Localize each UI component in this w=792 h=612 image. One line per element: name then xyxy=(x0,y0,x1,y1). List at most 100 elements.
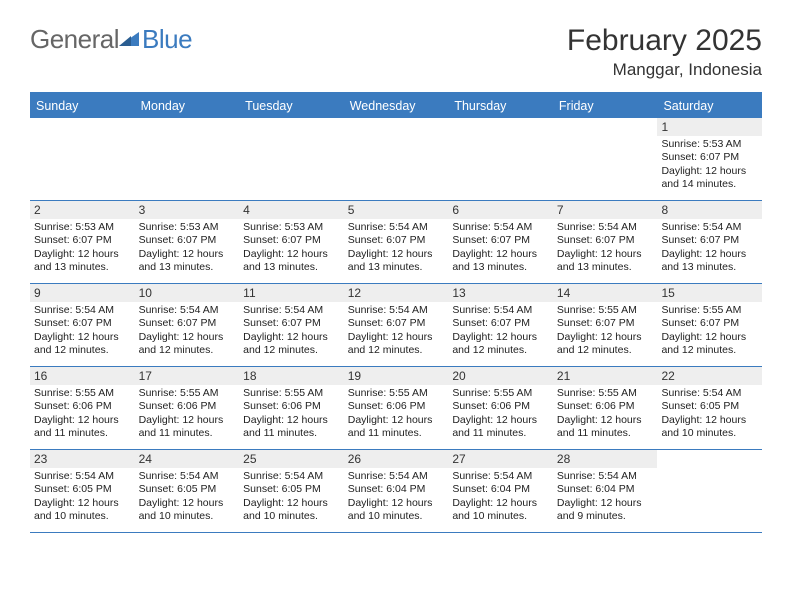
sunrise-text: Sunrise: 5:53 AM xyxy=(139,221,236,234)
sunrise-text: Sunrise: 5:54 AM xyxy=(243,304,340,317)
calendar-day: 22Sunrise: 5:54 AMSunset: 6:05 PMDayligh… xyxy=(657,367,762,449)
sunset-text: Sunset: 6:07 PM xyxy=(139,234,236,247)
calendar-day: 3Sunrise: 5:53 AMSunset: 6:07 PMDaylight… xyxy=(135,201,240,283)
daylight-text: Daylight: 12 hours and 10 minutes. xyxy=(34,497,131,524)
sunset-text: Sunset: 6:05 PM xyxy=(243,483,340,496)
day-number: 8 xyxy=(657,201,762,219)
day-of-week-header: Sunday Monday Tuesday Wednesday Thursday… xyxy=(30,94,762,118)
day-number: 2 xyxy=(30,201,135,219)
calendar-day: 11Sunrise: 5:54 AMSunset: 6:07 PMDayligh… xyxy=(239,284,344,366)
daylight-text: Daylight: 12 hours and 11 minutes. xyxy=(139,414,236,441)
daylight-text: Daylight: 12 hours and 11 minutes. xyxy=(348,414,445,441)
dow-monday: Monday xyxy=(135,94,240,118)
daylight-text: Daylight: 12 hours and 13 minutes. xyxy=(348,248,445,275)
day-number: 9 xyxy=(30,284,135,302)
calendar-day: 15Sunrise: 5:55 AMSunset: 6:07 PMDayligh… xyxy=(657,284,762,366)
daylight-text: Daylight: 12 hours and 11 minutes. xyxy=(34,414,131,441)
sunset-text: Sunset: 6:07 PM xyxy=(34,317,131,330)
calendar-day: 23Sunrise: 5:54 AMSunset: 6:05 PMDayligh… xyxy=(30,450,135,532)
day-number: 24 xyxy=(135,450,240,468)
day-number: 26 xyxy=(344,450,449,468)
sunset-text: Sunset: 6:05 PM xyxy=(661,400,758,413)
logo-text-blue: Blue xyxy=(142,24,192,55)
day-details: Sunrise: 5:54 AMSunset: 6:04 PMDaylight:… xyxy=(553,468,658,528)
month-title: February 2025 xyxy=(567,24,762,58)
day-number: 28 xyxy=(553,450,658,468)
day-number: 4 xyxy=(239,201,344,219)
day-number: 14 xyxy=(553,284,658,302)
sunset-text: Sunset: 6:06 PM xyxy=(243,400,340,413)
sunset-text: Sunset: 6:06 PM xyxy=(139,400,236,413)
sunrise-text: Sunrise: 5:54 AM xyxy=(348,304,445,317)
sunrise-text: Sunrise: 5:54 AM xyxy=(348,470,445,483)
daylight-text: Daylight: 12 hours and 12 minutes. xyxy=(243,331,340,358)
calendar-day: 10Sunrise: 5:54 AMSunset: 6:07 PMDayligh… xyxy=(135,284,240,366)
sunrise-text: Sunrise: 5:54 AM xyxy=(452,470,549,483)
calendar-day: 19Sunrise: 5:55 AMSunset: 6:06 PMDayligh… xyxy=(344,367,449,449)
sunrise-text: Sunrise: 5:55 AM xyxy=(139,387,236,400)
calendar-day xyxy=(135,118,240,200)
day-details: Sunrise: 5:53 AMSunset: 6:07 PMDaylight:… xyxy=(30,219,135,279)
daylight-text: Daylight: 12 hours and 11 minutes. xyxy=(557,414,654,441)
dow-tuesday: Tuesday xyxy=(239,94,344,118)
sunset-text: Sunset: 6:07 PM xyxy=(452,234,549,247)
sunset-text: Sunset: 6:07 PM xyxy=(348,317,445,330)
calendar-day: 9Sunrise: 5:54 AMSunset: 6:07 PMDaylight… xyxy=(30,284,135,366)
day-details: Sunrise: 5:55 AMSunset: 6:06 PMDaylight:… xyxy=(344,385,449,445)
day-details: Sunrise: 5:54 AMSunset: 6:07 PMDaylight:… xyxy=(135,302,240,362)
sunrise-text: Sunrise: 5:54 AM xyxy=(348,221,445,234)
daylight-text: Daylight: 12 hours and 10 minutes. xyxy=(348,497,445,524)
day-details: Sunrise: 5:53 AMSunset: 6:07 PMDaylight:… xyxy=(239,219,344,279)
calendar-day: 6Sunrise: 5:54 AMSunset: 6:07 PMDaylight… xyxy=(448,201,553,283)
day-number: 11 xyxy=(239,284,344,302)
calendar-day: 20Sunrise: 5:55 AMSunset: 6:06 PMDayligh… xyxy=(448,367,553,449)
day-number: 5 xyxy=(344,201,449,219)
day-number: 19 xyxy=(344,367,449,385)
daylight-text: Daylight: 12 hours and 10 minutes. xyxy=(243,497,340,524)
sunrise-text: Sunrise: 5:53 AM xyxy=(243,221,340,234)
sunset-text: Sunset: 6:07 PM xyxy=(243,234,340,247)
sunrise-text: Sunrise: 5:55 AM xyxy=(243,387,340,400)
day-details: Sunrise: 5:54 AMSunset: 6:05 PMDaylight:… xyxy=(239,468,344,528)
day-number: 10 xyxy=(135,284,240,302)
sunset-text: Sunset: 6:07 PM xyxy=(661,317,758,330)
location-label: Manggar, Indonesia xyxy=(567,60,762,80)
daylight-text: Daylight: 12 hours and 10 minutes. xyxy=(661,414,758,441)
calendar-day xyxy=(553,118,658,200)
daylight-text: Daylight: 12 hours and 13 minutes. xyxy=(661,248,758,275)
daylight-text: Daylight: 12 hours and 13 minutes. xyxy=(34,248,131,275)
calendar-day: 18Sunrise: 5:55 AMSunset: 6:06 PMDayligh… xyxy=(239,367,344,449)
day-number: 18 xyxy=(239,367,344,385)
calendar-day: 2Sunrise: 5:53 AMSunset: 6:07 PMDaylight… xyxy=(30,201,135,283)
day-details: Sunrise: 5:55 AMSunset: 6:06 PMDaylight:… xyxy=(553,385,658,445)
calendar-day: 4Sunrise: 5:53 AMSunset: 6:07 PMDaylight… xyxy=(239,201,344,283)
daylight-text: Daylight: 12 hours and 13 minutes. xyxy=(139,248,236,275)
calendar-day: 28Sunrise: 5:54 AMSunset: 6:04 PMDayligh… xyxy=(553,450,658,532)
daylight-text: Daylight: 12 hours and 12 minutes. xyxy=(34,331,131,358)
day-details: Sunrise: 5:54 AMSunset: 6:07 PMDaylight:… xyxy=(30,302,135,362)
sunrise-text: Sunrise: 5:55 AM xyxy=(34,387,131,400)
dow-saturday: Saturday xyxy=(657,94,762,118)
day-number: 17 xyxy=(135,367,240,385)
sunrise-text: Sunrise: 5:54 AM xyxy=(661,221,758,234)
day-details: Sunrise: 5:54 AMSunset: 6:05 PMDaylight:… xyxy=(30,468,135,528)
calendar-day: 27Sunrise: 5:54 AMSunset: 6:04 PMDayligh… xyxy=(448,450,553,532)
day-details: Sunrise: 5:54 AMSunset: 6:04 PMDaylight:… xyxy=(344,468,449,528)
calendar-day: 26Sunrise: 5:54 AMSunset: 6:04 PMDayligh… xyxy=(344,450,449,532)
sunrise-text: Sunrise: 5:54 AM xyxy=(139,304,236,317)
sunset-text: Sunset: 6:05 PM xyxy=(34,483,131,496)
calendar-week: 9Sunrise: 5:54 AMSunset: 6:07 PMDaylight… xyxy=(30,284,762,367)
sunrise-text: Sunrise: 5:55 AM xyxy=(557,304,654,317)
sunrise-text: Sunrise: 5:53 AM xyxy=(661,138,758,151)
sunrise-text: Sunrise: 5:54 AM xyxy=(139,470,236,483)
day-number: 25 xyxy=(239,450,344,468)
day-details: Sunrise: 5:53 AMSunset: 6:07 PMDaylight:… xyxy=(657,136,762,196)
daylight-text: Daylight: 12 hours and 9 minutes. xyxy=(557,497,654,524)
sunrise-text: Sunrise: 5:54 AM xyxy=(557,470,654,483)
calendar-day: 5Sunrise: 5:54 AMSunset: 6:07 PMDaylight… xyxy=(344,201,449,283)
sunrise-text: Sunrise: 5:54 AM xyxy=(661,387,758,400)
day-number: 20 xyxy=(448,367,553,385)
dow-thursday: Thursday xyxy=(448,94,553,118)
day-details: Sunrise: 5:54 AMSunset: 6:07 PMDaylight:… xyxy=(448,302,553,362)
calendar-week: 16Sunrise: 5:55 AMSunset: 6:06 PMDayligh… xyxy=(30,367,762,450)
